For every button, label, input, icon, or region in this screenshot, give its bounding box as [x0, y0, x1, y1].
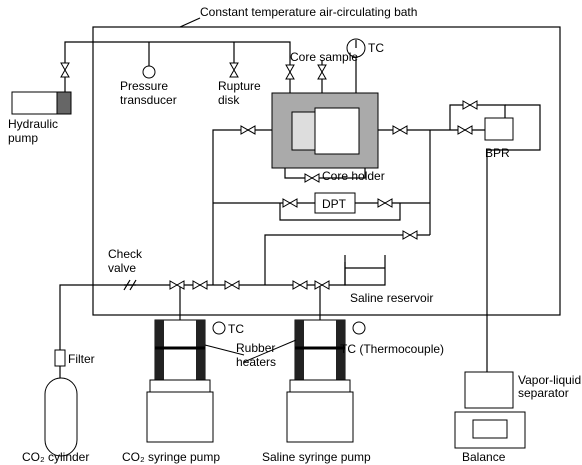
label: CO₂ syringe pump [122, 450, 220, 464]
hydraulic-piston [56, 91, 72, 115]
tc [212, 321, 226, 335]
label: Hydraulic [8, 117, 58, 131]
valve [462, 100, 478, 110]
valve [304, 173, 320, 183]
co2-cylinder [44, 377, 78, 457]
separator [464, 371, 514, 409]
pressure-transducer [142, 65, 156, 79]
valve [240, 125, 256, 135]
heater [196, 320, 205, 380]
label: Rubber [236, 341, 275, 355]
bath [92, 26, 561, 316]
labels: Constant temperature air-circulating bat… [8, 5, 581, 464]
pump-base [149, 379, 211, 393]
pump-body [146, 391, 214, 443]
label: Balance [462, 450, 506, 464]
heater [336, 320, 345, 380]
label: heaters [236, 355, 276, 369]
label: CO₂ cylinder [22, 450, 89, 464]
valve [317, 64, 327, 80]
valve [314, 280, 330, 290]
heater [295, 320, 304, 380]
leader [179, 17, 201, 28]
bath-title: Constant temperature air-circulating bat… [200, 5, 417, 19]
label: valve [108, 261, 136, 275]
label: Pressure [120, 79, 168, 93]
pump-body [286, 391, 354, 443]
label: Core holder [322, 169, 385, 183]
dpt-box [314, 192, 356, 214]
valve [224, 280, 240, 290]
label: Rupture [218, 79, 261, 93]
hydraulic-pump [11, 91, 58, 115]
leader [243, 339, 297, 363]
leader [204, 344, 245, 356]
valve [229, 62, 239, 78]
check-valve [123, 279, 137, 291]
tc [352, 321, 366, 335]
valve [377, 198, 393, 208]
reservoir [344, 255, 386, 286]
valve [392, 125, 408, 135]
bpr-box [484, 117, 514, 141]
valve [192, 280, 208, 290]
label: Filter [68, 352, 95, 366]
filter [54, 349, 66, 367]
label: TC (Thermocouple) [340, 342, 444, 356]
label: TC [228, 322, 244, 336]
label: Core sample [290, 50, 358, 64]
valve [60, 62, 70, 78]
core-sample [314, 107, 360, 155]
label: TC [368, 41, 384, 55]
label: DPT [322, 197, 347, 211]
valve [285, 64, 295, 80]
valve [282, 198, 298, 208]
label: BPR [485, 146, 510, 160]
label: transducer [120, 93, 177, 107]
heater [155, 320, 164, 380]
valve [457, 125, 473, 135]
valve [402, 230, 418, 240]
label: separator [518, 386, 569, 400]
valve [292, 280, 308, 290]
label: Saline reservoir [350, 291, 433, 305]
label: pump [8, 131, 38, 145]
pump-base [289, 379, 351, 393]
label: disk [218, 93, 240, 107]
label: Check [108, 247, 143, 261]
label: Vapor-liquid [518, 373, 581, 387]
valve [169, 280, 185, 290]
label: Saline syringe pump [262, 450, 371, 464]
balance-display [472, 419, 508, 439]
